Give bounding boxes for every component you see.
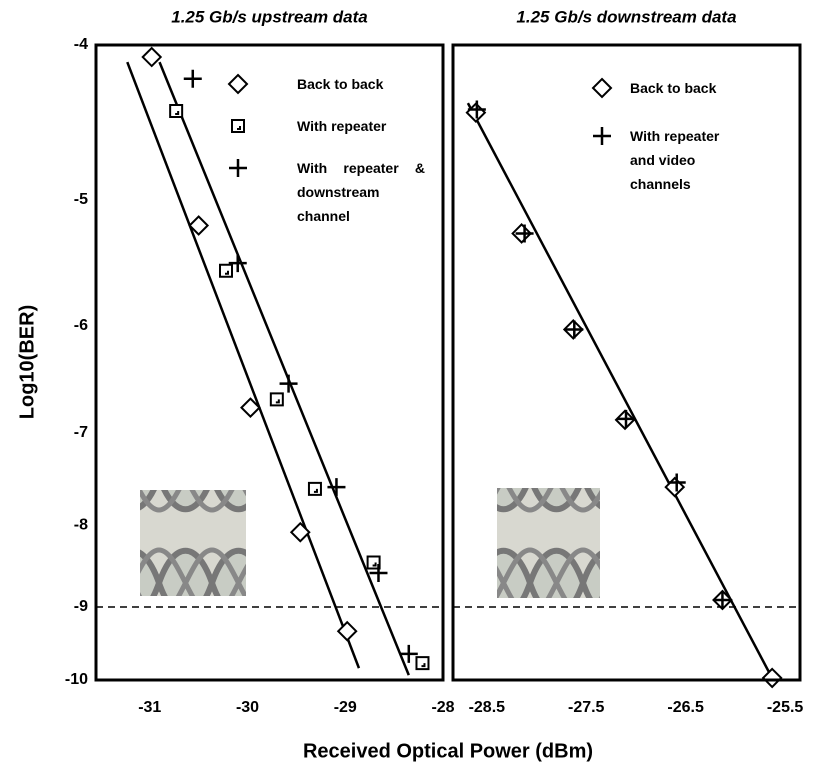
- marker-plus: [399, 644, 418, 663]
- marker-square: [269, 392, 284, 407]
- marker-diamond: [761, 667, 783, 689]
- marker-plus: [279, 374, 298, 393]
- legend-marker: [229, 159, 247, 177]
- legend-marker: [591, 77, 613, 99]
- marker-diamond: [336, 620, 358, 642]
- marker-plus: [713, 591, 732, 610]
- x-tick-label: -31: [138, 699, 161, 716]
- x-tick-label: -28: [431, 699, 454, 716]
- y-axis-label: Log10(BER): [16, 305, 38, 419]
- legend-label: With repeater: [297, 118, 387, 134]
- y-tick-label: -4: [74, 36, 88, 53]
- marker-diamond: [289, 521, 311, 543]
- x-axis-label: Received Optical Power (dBm): [303, 740, 593, 762]
- marker-plus: [369, 564, 388, 583]
- y-tick-label: -8: [74, 517, 88, 534]
- marker-diamond: [664, 476, 686, 498]
- chart-title: 1.25 Gb/s upstream data: [171, 7, 368, 26]
- y-tick-label: -10: [65, 671, 88, 688]
- marker-plus: [617, 409, 636, 428]
- marker-square: [169, 104, 184, 119]
- eye-diagram: [140, 490, 246, 596]
- plot-frame: [451, 43, 802, 682]
- marker-diamond: [141, 46, 163, 68]
- marker-square: [219, 263, 234, 278]
- eye-diagram: [497, 488, 600, 598]
- x-tick-label: -29: [334, 699, 357, 716]
- x-tick-label: -25.5: [767, 699, 804, 716]
- marker-plus: [327, 478, 346, 497]
- x-tick-label: -26.5: [667, 699, 704, 716]
- fit-line: [466, 102, 775, 681]
- plot-frame: [94, 43, 445, 682]
- marker-square: [415, 656, 430, 671]
- y-tick-label: -6: [74, 317, 88, 334]
- marker-plus: [467, 100, 486, 119]
- y-tick-label: -9: [74, 598, 88, 615]
- y-tick-label: -7: [74, 424, 88, 441]
- fit-line: [126, 61, 361, 669]
- marker-plus: [515, 224, 534, 243]
- marker-plus: [183, 69, 202, 88]
- x-tick-label: -30: [236, 699, 259, 716]
- legend-marker: [231, 119, 245, 133]
- legend-label: Back to back: [630, 80, 717, 96]
- legend-label: With repeater and video channels: [630, 128, 720, 192]
- legend-label: With repeater & downstream channel: [297, 160, 425, 224]
- marker-plus: [565, 320, 584, 339]
- marker-plus: [228, 254, 247, 273]
- x-tick-label: -27.5: [568, 699, 605, 716]
- marker-square: [307, 481, 322, 496]
- legend-label: Back to back: [297, 76, 384, 92]
- chart-title: 1.25 Gb/s downstream data: [516, 7, 736, 26]
- marker-diamond: [240, 397, 261, 419]
- fit-line: [158, 61, 410, 676]
- legend-marker: [227, 73, 249, 95]
- y-tick-label: -5: [74, 191, 88, 208]
- x-tick-label: -28.5: [469, 699, 506, 716]
- marker-plus: [667, 473, 686, 492]
- marker-diamond: [188, 215, 210, 236]
- legend-marker: [593, 127, 611, 145]
